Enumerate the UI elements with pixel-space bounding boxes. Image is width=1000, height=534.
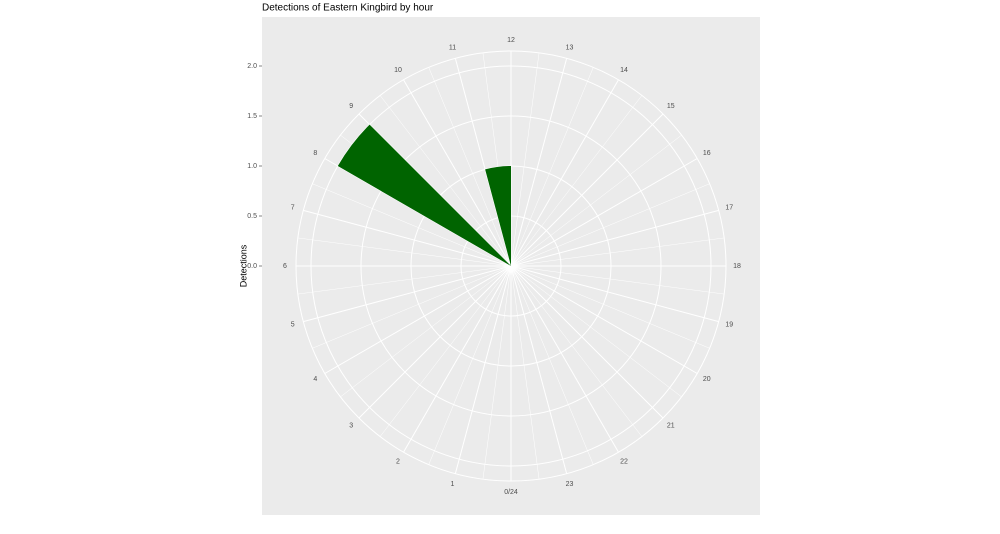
x-tick-label: 19 (725, 321, 733, 328)
x-tick-label: 3 (349, 423, 353, 430)
spoke (324, 265, 512, 374)
x-tick-label: 21 (667, 423, 675, 430)
spoke (510, 134, 682, 267)
bar (337, 124, 511, 266)
spoke (403, 265, 512, 453)
x-tick-label: 4 (313, 376, 317, 383)
x-tick-label: 13 (566, 45, 574, 52)
spoke (510, 237, 725, 267)
x-tick-label: 7 (291, 204, 295, 211)
x-tick-label: 10 (394, 67, 402, 74)
bar (485, 166, 511, 266)
x-tick-label: 22 (620, 459, 628, 466)
spoke (312, 183, 512, 267)
spoke (510, 95, 643, 267)
spoke (510, 265, 619, 453)
y-tick-label: 1.0 (247, 163, 257, 170)
spoke (312, 265, 512, 349)
spoke (510, 265, 664, 419)
spoke (510, 158, 698, 267)
x-tick-label: 20 (703, 376, 711, 383)
y-tick-label: 2.0 (247, 63, 257, 70)
spoke (297, 237, 512, 267)
spoke (510, 265, 710, 349)
spoke (379, 265, 512, 437)
y-tick-label: 0.0 (247, 263, 257, 270)
grid-circle (360, 115, 662, 417)
x-tick-label: 12 (507, 37, 515, 44)
spoke (303, 265, 512, 323)
spoke (510, 265, 643, 437)
x-tick-label: 0/24 (504, 489, 518, 496)
x-tick-label: 14 (620, 67, 628, 74)
spoke (510, 265, 594, 465)
chart-title: Detections of Eastern Kingbird by hour (262, 3, 434, 14)
spoke (510, 58, 568, 267)
spoke (510, 113, 664, 267)
y-tick-label: 0.5 (247, 213, 257, 220)
spoke (510, 183, 710, 267)
y-axis-label: Detections (238, 244, 248, 287)
spoke (403, 79, 512, 267)
spoke (510, 265, 719, 323)
spoke (428, 67, 512, 267)
spoke (510, 67, 594, 267)
spoke (510, 265, 698, 374)
x-tick-label: 8 (313, 150, 317, 157)
spoke (454, 58, 512, 267)
spoke (510, 52, 540, 267)
spoke (340, 265, 512, 398)
spoke (428, 265, 512, 465)
x-tick-label: 1 (451, 481, 455, 488)
spoke (510, 265, 540, 480)
x-tick-label: 6 (283, 263, 287, 270)
outer-circle (295, 50, 727, 482)
x-tick-label: 9 (349, 103, 353, 110)
x-tick-label: 15 (667, 103, 675, 110)
spoke (482, 265, 512, 480)
spoke (358, 265, 512, 419)
x-tick-label: 2 (396, 459, 400, 466)
x-tick-label: 18 (733, 263, 741, 270)
spoke (454, 265, 512, 474)
y-tick-label: 1.5 (247, 113, 257, 120)
spoke (510, 265, 682, 398)
spoke (297, 265, 512, 295)
x-tick-label: 16 (703, 150, 711, 157)
spoke (510, 79, 619, 267)
spoke (379, 95, 512, 267)
grid-circle (310, 65, 712, 467)
spoke (303, 209, 512, 267)
x-tick-label: 17 (725, 204, 733, 211)
x-tick-label: 23 (566, 481, 574, 488)
x-tick-label: 11 (449, 45, 456, 52)
spoke (510, 265, 568, 474)
spoke (510, 209, 719, 267)
spoke (510, 265, 725, 295)
x-tick-label: 5 (291, 321, 295, 328)
